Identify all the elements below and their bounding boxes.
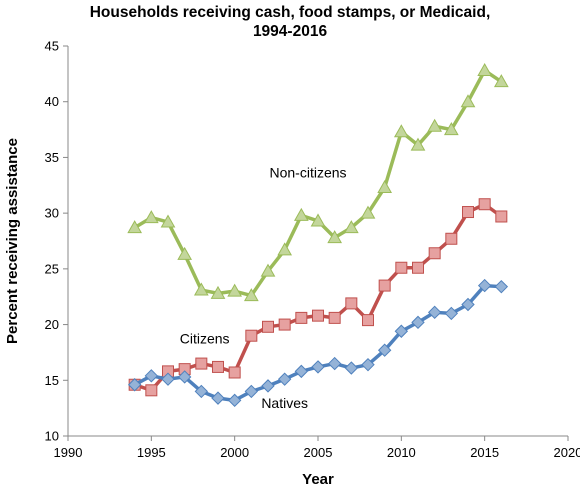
data-point-non-citizens xyxy=(343,220,359,234)
data-point-natives xyxy=(427,305,442,320)
x-tick-label: 2020 xyxy=(554,445,580,460)
data-point-natives xyxy=(377,343,392,357)
x-tick-label: 2005 xyxy=(304,445,333,460)
data-point-natives xyxy=(394,324,409,338)
y-tick-label: 25 xyxy=(45,261,59,276)
y-tick-label: 45 xyxy=(45,39,59,54)
data-point-citizens xyxy=(245,329,258,342)
y-tick-label: 35 xyxy=(45,150,59,165)
data-point-citizens xyxy=(145,384,158,397)
data-point-citizens xyxy=(278,318,291,331)
chart-title-line-2: 1994-2016 xyxy=(253,23,328,40)
data-point-natives xyxy=(361,357,375,372)
data-point-natives xyxy=(177,370,192,384)
data-point-citizens xyxy=(295,311,308,324)
series-line-non-citizens xyxy=(133,68,503,298)
data-point-natives xyxy=(294,364,309,379)
data-point-citizens xyxy=(378,279,391,292)
y-tick-label: 10 xyxy=(45,429,59,444)
data-point-citizens xyxy=(345,297,358,310)
y-tick-label: 30 xyxy=(45,206,59,221)
data-point-non-citizens xyxy=(377,179,393,194)
data-point-non-citizens xyxy=(160,214,176,228)
data-point-citizens xyxy=(395,261,408,274)
x-tick-label: 2015 xyxy=(470,445,499,460)
x-tick-label: 1990 xyxy=(54,445,83,460)
data-point-citizens xyxy=(262,320,274,333)
data-point-natives xyxy=(144,369,159,383)
data-point-non-citizens xyxy=(227,283,243,297)
data-point-natives xyxy=(127,378,142,392)
data-point-non-citizens xyxy=(460,94,476,108)
data-point-non-citizens xyxy=(127,220,143,234)
data-point-citizens xyxy=(362,314,374,327)
data-point-natives xyxy=(261,379,275,393)
data-point-non-citizens xyxy=(277,242,293,256)
data-point-citizens xyxy=(478,198,491,211)
data-point-non-citizens xyxy=(327,230,343,244)
plot-area xyxy=(67,46,568,437)
data-point-non-citizens xyxy=(193,282,209,296)
data-point-citizens xyxy=(328,311,341,324)
data-point-non-citizens xyxy=(243,288,259,302)
y-tick-label: 15 xyxy=(45,373,59,388)
data-point-citizens xyxy=(462,206,474,219)
annotation-citizens: Citizens xyxy=(180,331,230,347)
data-point-non-citizens xyxy=(360,205,376,219)
data-point-natives xyxy=(277,372,292,386)
data-point-non-citizens xyxy=(477,62,493,77)
x-tick-label: 1995 xyxy=(137,445,166,460)
data-point-non-citizens xyxy=(210,285,226,299)
data-point-non-citizens xyxy=(260,263,276,277)
data-point-natives xyxy=(411,315,425,330)
data-point-citizens xyxy=(212,360,224,373)
data-point-natives xyxy=(161,372,175,386)
chart-title-line-1: Households receiving cash, food stamps, … xyxy=(90,4,491,21)
y-axis-label: Percent receiving assistance xyxy=(4,138,21,344)
data-point-citizens xyxy=(195,357,208,370)
data-point-natives xyxy=(461,297,475,312)
data-point-non-citizens xyxy=(310,213,326,227)
x-axis-label: Year xyxy=(302,471,334,488)
y-tick-label: 40 xyxy=(45,94,59,109)
data-point-non-citizens xyxy=(493,74,509,88)
data-point-natives xyxy=(444,306,459,321)
annotation-non-citizens: Non-citizens xyxy=(269,164,346,180)
data-point-natives xyxy=(227,393,242,408)
x-axis-ticks: 1990 1995 2000 2005 2010 2015 2020 xyxy=(54,436,580,460)
data-point-natives xyxy=(194,384,209,399)
y-tick-label: 20 xyxy=(45,317,59,332)
data-point-citizens xyxy=(412,261,424,274)
x-tick-label: 2010 xyxy=(387,445,416,460)
data-point-natives xyxy=(211,391,225,405)
data-point-non-citizens xyxy=(443,122,459,136)
data-point-citizens xyxy=(445,232,458,245)
data-point-natives xyxy=(477,278,492,293)
annotation-layer: Non-citizens Citizens Natives xyxy=(180,164,347,411)
data-point-non-citizens xyxy=(293,207,309,221)
data-point-non-citizens xyxy=(427,118,443,132)
data-point-natives xyxy=(344,361,359,375)
series-citizens xyxy=(128,198,508,397)
data-point-natives xyxy=(311,360,325,374)
data-point-natives xyxy=(327,356,342,371)
series-layer xyxy=(127,62,509,408)
data-point-citizens xyxy=(228,366,241,379)
data-point-citizens xyxy=(428,247,441,260)
data-point-non-citizens xyxy=(143,210,159,224)
x-tick-label: 2000 xyxy=(220,445,249,460)
data-point-citizens xyxy=(312,309,324,322)
y-axis-ticks: 10 15 20 25 30 35 40 45 xyxy=(45,39,68,444)
data-point-natives xyxy=(244,384,259,399)
data-point-non-citizens xyxy=(177,246,193,260)
data-point-non-citizens xyxy=(393,124,409,138)
data-point-natives xyxy=(494,279,509,294)
data-point-citizens xyxy=(495,210,508,223)
annotation-natives: Natives xyxy=(261,395,308,411)
data-point-non-citizens xyxy=(410,137,426,151)
series-natives xyxy=(127,278,509,408)
series-non-citizens xyxy=(127,62,509,302)
